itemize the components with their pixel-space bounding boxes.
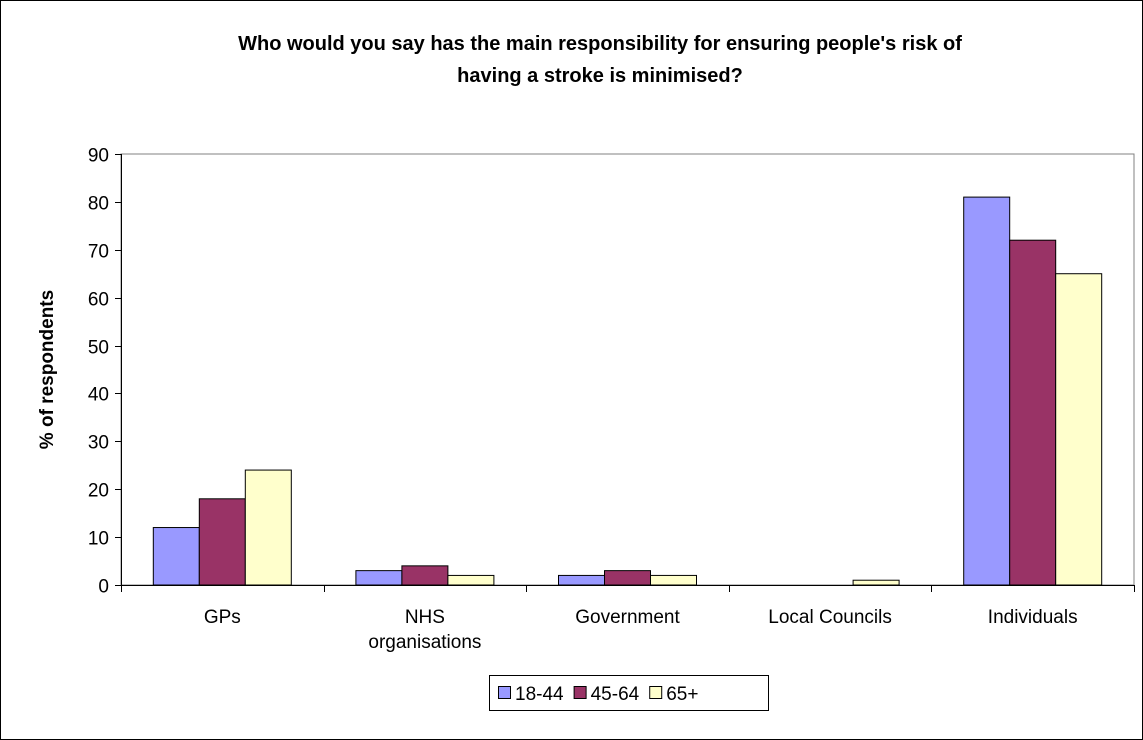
bar-45-64-1 [401, 565, 449, 586]
bar-18-44-4 [963, 196, 1011, 586]
bar-65+-2 [650, 574, 697, 586]
bar-18-44-0 [152, 527, 200, 586]
y-tick-label: 80 [88, 194, 109, 215]
x-tick-label: Local Councils [768, 607, 892, 628]
legend: 18-44 45-64 65+ [489, 675, 769, 711]
y-axis-title: % of respondents [37, 290, 58, 449]
x-tick-label: GPs [204, 607, 241, 628]
legend-swatch-65+ [649, 686, 663, 699]
y-tick-label: 70 [88, 242, 109, 263]
legend-label-45-64: 45-64 [591, 684, 640, 705]
y-tick-label: 10 [88, 529, 109, 550]
bar-65+-4 [1055, 273, 1103, 586]
y-tick-labels: 0 10 20 30 40 50 60 70 80 90 [88, 146, 109, 598]
bar-65+-1 [447, 574, 495, 586]
chart-title: Who would you say has the main responsib… [238, 33, 962, 87]
bar-18-44-1 [355, 570, 403, 586]
x-tick-labels: GPs NHS organisations Government Local Counc… [204, 607, 1078, 653]
y-tick-label: 60 [88, 290, 109, 311]
x-tick-label: Government [575, 607, 680, 628]
bar-65+-0 [244, 469, 292, 586]
x-tick-label: Individuals [988, 607, 1078, 628]
bar-18-44-2 [558, 574, 605, 586]
x-tick-label: NHS [405, 607, 445, 628]
y-tick-label: 0 [98, 577, 109, 598]
y-tick-label: 40 [88, 385, 109, 406]
y-tick-label: 50 [88, 338, 109, 359]
legend-label-65+: 65+ [666, 684, 698, 705]
chart-title-line-2: having a stroke is minimised? [457, 65, 743, 87]
y-tick-label: 90 [88, 146, 109, 167]
legend-label-18-44: 18-44 [515, 684, 564, 705]
bar-45-64-2 [604, 570, 651, 586]
bars [152, 196, 1103, 586]
bar-65+-3 [852, 579, 900, 586]
legend-swatch-45-64 [573, 686, 587, 699]
axes [115, 154, 1135, 592]
chart-title-line-1: Who would you say has the main responsib… [238, 33, 962, 55]
legend-box [489, 675, 769, 711]
bar-45-64-0 [198, 498, 246, 586]
y-tick-label: 20 [88, 481, 109, 502]
y-tick-label: 30 [88, 433, 109, 454]
x-tick-label: organisations [368, 632, 481, 653]
legend-swatch-18-44 [498, 686, 511, 699]
bar-45-64-4 [1009, 239, 1057, 586]
